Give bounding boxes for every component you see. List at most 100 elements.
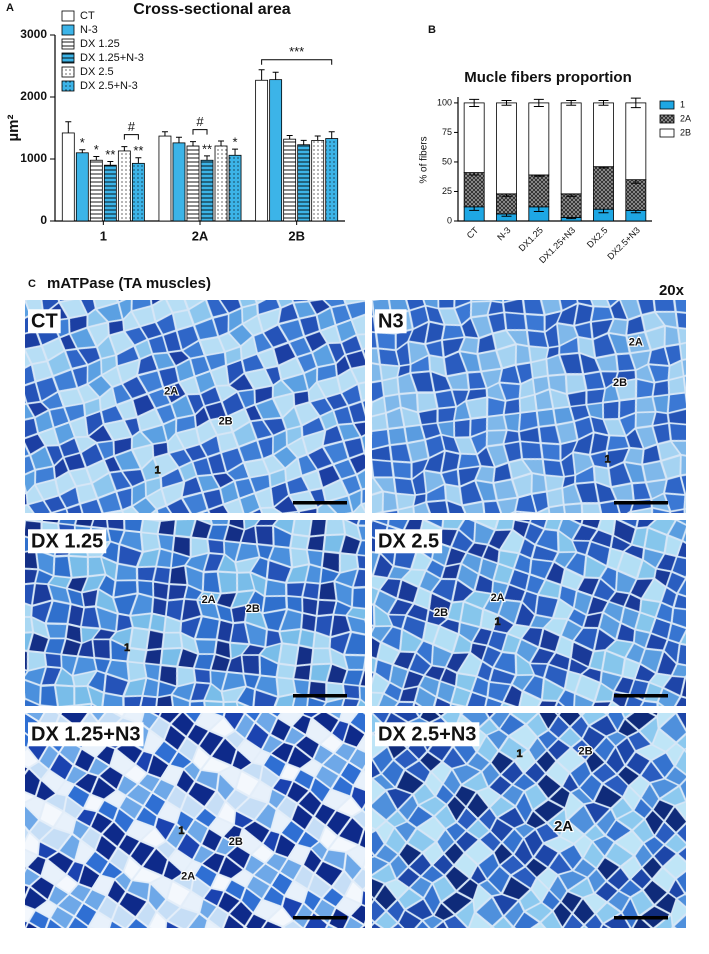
bar-segment	[625, 102, 647, 181]
y-tick-label: 100	[437, 97, 452, 107]
error-bar	[65, 121, 72, 133]
error-bar	[135, 157, 142, 164]
bar	[283, 138, 297, 222]
error-bar	[630, 97, 641, 109]
scale-bar	[293, 501, 347, 505]
fiber-type-label: 2A	[491, 592, 505, 604]
error-bar	[175, 136, 182, 143]
y-tick-label: 75	[442, 127, 452, 137]
legend-swatch	[61, 80, 75, 92]
scale-bar	[614, 916, 668, 920]
bar	[214, 145, 228, 222]
x-tick-label: N-3	[495, 225, 512, 242]
error-bar	[469, 98, 480, 107]
error-bar	[232, 148, 239, 156]
fiber-type-label: 1	[124, 642, 130, 654]
significance-mark: ***	[289, 44, 304, 59]
bar-segment	[463, 102, 485, 173]
fiber-type-label: 2A	[554, 818, 573, 835]
panel-label-bg	[28, 309, 61, 334]
error-bar	[272, 71, 279, 80]
legend-label: DX 1.25	[80, 38, 120, 50]
x-tick-label: DX2.5	[585, 225, 610, 250]
fiber-type-label: 2B	[613, 377, 627, 389]
legend-swatch	[659, 114, 675, 124]
bar-segment	[560, 193, 582, 218]
fiber-type-label: 2A	[202, 594, 216, 606]
legend-swatch	[659, 100, 675, 110]
significance-mark: **	[133, 143, 143, 158]
bar-segment	[560, 102, 582, 195]
legend-swatch	[61, 52, 75, 64]
error-bar	[300, 139, 307, 145]
bar	[269, 79, 283, 222]
significance-mark: *	[233, 135, 238, 150]
bar-segment	[496, 102, 517, 195]
micrograph	[372, 713, 686, 928]
bar	[311, 139, 325, 222]
chart-title: Mucle fibers proportion	[464, 69, 632, 86]
significance-mark: *	[94, 142, 99, 157]
legend-label: N-3	[80, 24, 98, 36]
bar-segment	[463, 172, 485, 208]
significance-mark: *	[80, 135, 85, 150]
fiber-type-label: 1	[495, 616, 501, 628]
fiber-type-label: 2B	[246, 603, 260, 615]
error-bar	[566, 100, 577, 106]
fiber-type-label: 2A	[181, 870, 195, 882]
significance-bracket	[192, 129, 208, 135]
fiber-type-label: 1	[155, 464, 161, 476]
significance-mark: #	[128, 119, 136, 134]
legend-label: 1	[680, 99, 685, 109]
x-tick-label: CT	[465, 225, 481, 241]
fiber-type-label: 1	[178, 825, 184, 837]
error-bar	[107, 160, 114, 166]
bar	[297, 144, 311, 222]
bar	[131, 162, 145, 222]
fiber-type-label: 2B	[229, 836, 243, 848]
bar-segment	[496, 193, 517, 215]
bar	[61, 132, 75, 222]
bar	[172, 142, 186, 222]
panel-letter: A	[6, 2, 14, 14]
bar-segment	[528, 174, 550, 208]
error-bar	[79, 149, 86, 153]
y-tick-label: 0	[447, 215, 452, 225]
section-title: mATPase (TA muscles)	[47, 275, 211, 292]
fiber-type-label: 2B	[219, 415, 233, 427]
y-axis-label: µm²	[5, 115, 22, 142]
magnification: 20x	[659, 282, 685, 299]
error-bar	[501, 100, 512, 106]
significance-mark: #	[196, 114, 204, 129]
scale-bar	[293, 916, 347, 920]
panel-label-bg	[375, 529, 443, 554]
panel-label-bg	[28, 529, 107, 554]
fiber-type-label: 2A	[629, 337, 643, 349]
significance-bracket	[123, 134, 139, 140]
bar	[103, 164, 117, 222]
panel-label-bg	[375, 309, 407, 334]
error-bar	[204, 155, 211, 161]
error-bar	[93, 156, 100, 161]
legend-swatch	[61, 38, 75, 50]
scale-bar	[293, 694, 347, 698]
error-bar	[598, 100, 609, 106]
legend-label: DX 2.5+N-3	[80, 80, 138, 92]
fiber-type-label: 1	[604, 454, 610, 466]
error-bar	[286, 134, 293, 140]
y-tick-label: 0	[40, 213, 47, 227]
bar-segment	[593, 166, 614, 210]
legend-label: DX 1.25+N-3	[80, 52, 144, 64]
y-axis-label: % of fibers	[419, 136, 430, 183]
scale-bar	[614, 694, 668, 698]
bar	[200, 159, 214, 222]
x-tick-label: 2A	[192, 228, 209, 243]
legend-label: CT	[80, 10, 95, 22]
fiber-type-label: 2B	[578, 746, 592, 758]
y-tick-label: 50	[442, 156, 452, 166]
panel-label: DX 2.5+N3	[378, 723, 476, 745]
bar	[186, 145, 200, 222]
fiber-type-label: 2A	[164, 385, 178, 397]
panel-label-bg	[28, 722, 144, 747]
